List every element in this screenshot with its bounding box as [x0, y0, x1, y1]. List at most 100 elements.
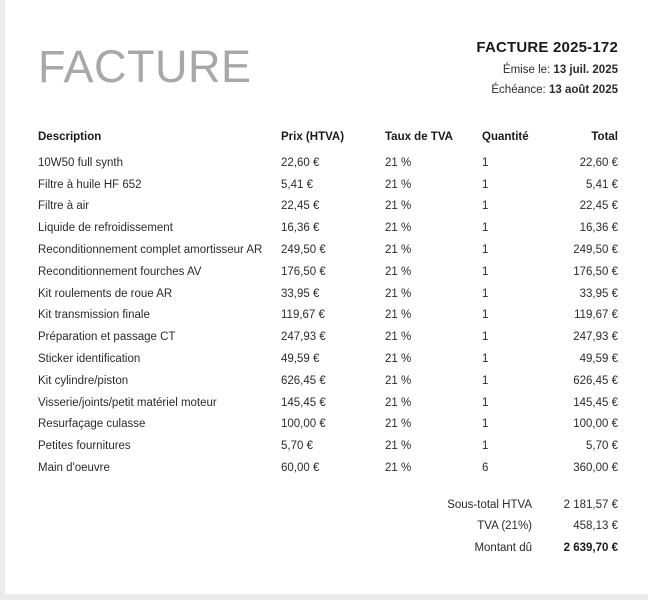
- cell-total: 249,50 €: [573, 244, 618, 257]
- cell-description: Kit cylindre/piston: [38, 374, 129, 387]
- table-row: 10W50 full synth 22,60 € 21 % 1 22,60 €: [38, 152, 618, 174]
- cell-total: 626,45 €: [573, 374, 618, 387]
- cell-quantity: 1: [482, 418, 489, 431]
- cell-price: 119,67 €: [281, 309, 325, 322]
- cell-price: 22,60 €: [281, 156, 320, 169]
- invoice-header: FACTURE FACTURE 2025-172 Émise le: 13 ju…: [5, 0, 648, 100]
- table-row: Reconditionnement complet amortisseur AR…: [38, 239, 618, 261]
- cell-vat-rate: 21 %: [385, 200, 412, 213]
- due-date: 13 août 2025: [548, 83, 618, 96]
- cell-description: Reconditionnement complet amortisseur AR: [38, 244, 263, 257]
- issued-date-line: Émise le: 13 juil. 2025: [476, 61, 618, 81]
- cell-quantity: 1: [482, 396, 489, 409]
- table-row: Kit cylindre/piston 626,45 € 21 % 1 626,…: [38, 370, 618, 392]
- cell-description: Main d'oeuvre: [38, 462, 110, 475]
- cell-description: 10W50 full synth: [38, 156, 124, 169]
- due-label: Échéance:: [491, 83, 546, 96]
- cell-vat-rate: 21 %: [385, 418, 412, 431]
- vat-label: TVA (21%): [477, 520, 532, 533]
- cell-quantity: 1: [482, 331, 489, 344]
- cell-quantity: 1: [482, 200, 489, 213]
- amount-due-label: Montant dû: [474, 541, 532, 554]
- cell-total: 119,67 €: [574, 309, 618, 322]
- cell-vat-rate: 21 %: [385, 309, 412, 322]
- cell-quantity: 1: [482, 440, 489, 453]
- totals-section: Sous-total HTVA 2 181,57 € TVA (21%) 458…: [5, 494, 648, 559]
- table-header-row: Description Prix (HTVA) Taux de TVA Quan…: [38, 131, 618, 152]
- col-header-description: Description: [38, 131, 102, 143]
- table-row: Liquide de refroidissement 16,36 € 21 % …: [38, 217, 618, 239]
- cell-description: Sticker identification: [38, 353, 141, 366]
- cell-vat-rate: 21 %: [385, 244, 412, 257]
- cell-vat-rate: 21 %: [385, 462, 412, 475]
- issued-date: 13 juil. 2025: [553, 64, 618, 76]
- table-row: Main d'oeuvre 60,00 € 21 % 6 360,00 €: [38, 457, 618, 479]
- cell-quantity: 1: [482, 287, 489, 300]
- cell-total: 16,36 €: [579, 222, 618, 235]
- cell-vat-rate: 21 %: [385, 156, 412, 169]
- cell-price: 176,50 €: [281, 265, 326, 278]
- cell-total: 49,59 €: [579, 353, 618, 366]
- cell-total: 22,45 €: [579, 200, 618, 213]
- cell-total: 33,95 €: [579, 287, 618, 300]
- cell-quantity: 1: [482, 374, 489, 387]
- cell-description: Liquide de refroidissement: [38, 222, 173, 235]
- table-row: Petites fournitures 5,70 € 21 % 1 5,70 €: [38, 435, 618, 457]
- cell-description: Resurfaçage culasse: [38, 418, 146, 431]
- cell-quantity: 1: [482, 309, 489, 322]
- amount-due-value: 2 639,70 €: [563, 541, 618, 554]
- cell-vat-rate: 21 %: [385, 178, 412, 191]
- cell-description: Filtre à huile HF 652: [38, 178, 142, 191]
- issued-label: Émise le:: [502, 64, 551, 76]
- table-row: Resurfaçage culasse 100,00 € 21 % 1 100,…: [38, 414, 618, 436]
- table-row: Préparation et passage CT 247,93 € 21 % …: [38, 326, 618, 348]
- cell-price: 5,70 €: [281, 440, 313, 453]
- table-row: Reconditionnement fourches AV 176,50 € 2…: [38, 261, 618, 283]
- cell-price: 49,59 €: [281, 353, 320, 366]
- table-row: Kit roulements de roue AR 33,95 € 21 % 1…: [38, 283, 618, 305]
- invoice-meta: FACTURE 2025-172 Émise le: 13 juil. 2025…: [476, 38, 618, 100]
- cell-total: 176,50 €: [573, 265, 618, 278]
- invoice-page: FACTURE FACTURE 2025-172 Émise le: 13 ju…: [5, 0, 648, 594]
- cell-vat-rate: 21 %: [385, 222, 412, 235]
- cell-quantity: 1: [482, 244, 489, 257]
- cell-vat-rate: 21 %: [385, 287, 412, 300]
- invoice-watermark-title: FACTURE: [38, 41, 252, 92]
- cell-vat-rate: 21 %: [385, 396, 412, 409]
- cell-description: Petites fournitures: [38, 440, 131, 453]
- cell-price: 16,36 €: [281, 222, 320, 235]
- cell-total: 145,45 €: [573, 396, 618, 409]
- cell-description: Filtre à air: [38, 200, 90, 213]
- cell-total: 5,70 €: [586, 440, 618, 453]
- cell-description: Préparation et passage CT: [38, 331, 176, 344]
- cell-quantity: 1: [482, 353, 489, 366]
- subtotal-row: Sous-total HTVA 2 181,57 €: [5, 494, 618, 516]
- cell-price: 22,45 €: [281, 200, 320, 213]
- cell-description: Visserie/joints/petit matériel moteur: [38, 396, 217, 409]
- cell-vat-rate: 21 %: [385, 265, 412, 278]
- cell-total: 5,41 €: [586, 178, 618, 191]
- table-row: Sticker identification 49,59 € 21 % 1 49…: [38, 348, 618, 370]
- cell-vat-rate: 21 %: [385, 374, 412, 387]
- cell-quantity: 1: [482, 156, 489, 169]
- subtotal-value: 2 181,57 €: [563, 498, 618, 511]
- table-row: Filtre à huile HF 652 5,41 € 21 % 1 5,41…: [38, 174, 618, 196]
- amount-due-row: Montant dû 2 639,70 €: [5, 537, 618, 559]
- invoice-items-table: Description Prix (HTVA) Taux de TVA Quan…: [38, 131, 618, 479]
- table-row: Filtre à air 22,45 € 21 % 1 22,45 €: [38, 196, 618, 218]
- due-date-line: Échéance: 13 août 2025: [476, 81, 618, 101]
- vat-row: TVA (21%) 458,13 €: [5, 515, 618, 537]
- vat-value: 458,13 €: [573, 520, 618, 533]
- cell-price: 60,00 €: [281, 462, 320, 475]
- cell-description: Kit transmission finale: [38, 309, 150, 322]
- table-row: Kit transmission finale 119,67 € 21 % 1 …: [38, 305, 618, 327]
- cell-total: 22,60 €: [579, 156, 618, 169]
- cell-description: Reconditionnement fourches AV: [38, 265, 202, 278]
- cell-price: 145,45 €: [281, 396, 326, 409]
- cell-quantity: 1: [482, 265, 489, 278]
- cell-total: 360,00 €: [573, 462, 618, 475]
- invoice-number: FACTURE 2025-172: [476, 39, 618, 56]
- cell-quantity: 1: [482, 222, 489, 235]
- cell-vat-rate: 21 %: [385, 331, 412, 344]
- cell-quantity: 1: [482, 178, 489, 191]
